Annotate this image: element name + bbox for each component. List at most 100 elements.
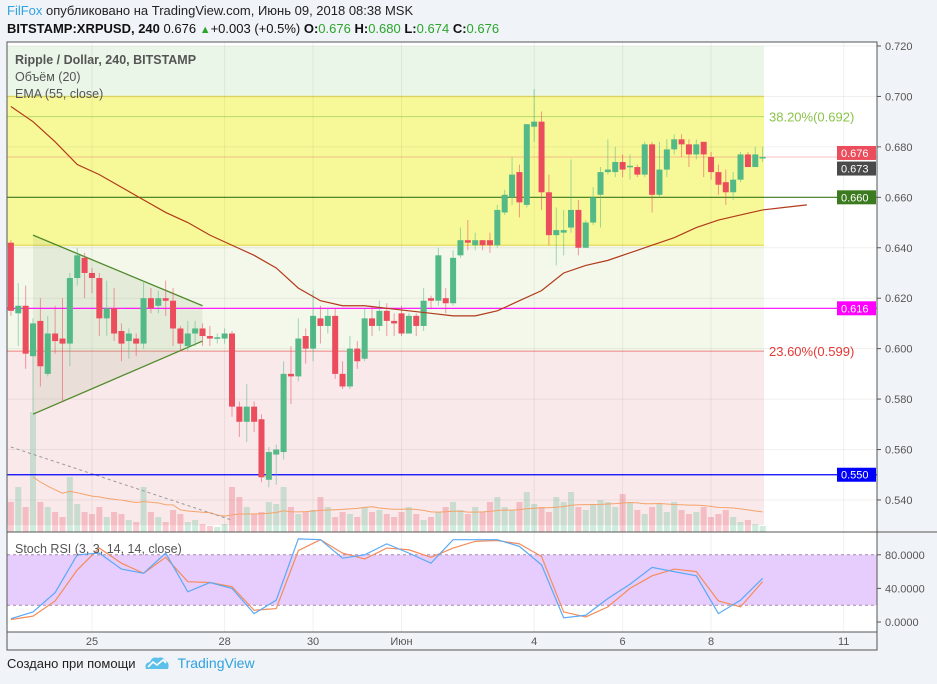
volume-bar	[339, 512, 346, 532]
candle-body	[280, 373, 287, 453]
candle-body	[391, 320, 398, 324]
fib-zone	[7, 46, 764, 97]
up-arrow-icon: ▲	[199, 24, 211, 36]
fib-zone	[7, 245, 764, 352]
low-value: 0.674	[416, 21, 450, 36]
triangle-line	[32, 340, 203, 415]
volume-bar	[671, 502, 678, 532]
volume-bar	[133, 522, 140, 532]
high-value: 0.680	[368, 21, 401, 36]
candle-body	[509, 174, 516, 198]
candle-body	[708, 156, 715, 173]
candle-body	[258, 419, 265, 478]
candle-body	[730, 179, 737, 193]
volume-bar	[369, 512, 376, 532]
volume-bar	[516, 502, 523, 532]
candle-body	[354, 348, 361, 362]
price-change: +0.003 (+0.5%)	[210, 21, 301, 36]
volume-bar	[332, 517, 339, 532]
candle-body	[251, 406, 258, 422]
candle-body	[450, 257, 457, 304]
y-tick-label: 0.720	[885, 41, 913, 53]
last-price: 0.676	[163, 21, 197, 36]
volume-bar	[641, 514, 648, 532]
candle-body	[88, 272, 95, 279]
symbol-info: BITSTAMP:XRPUSD, 240 0.676 ▲+0.003 (+0.5…	[7, 21, 499, 36]
y-tick-label: 0.680	[885, 142, 913, 154]
candle-body	[192, 328, 199, 334]
volume-bar	[88, 514, 95, 532]
tradingview-logo-icon	[145, 657, 169, 669]
candle-body	[722, 182, 729, 193]
volume-bar	[155, 517, 162, 532]
volume-bar	[324, 507, 331, 532]
price-axis-label: 0.676	[841, 148, 869, 160]
candle-body	[52, 333, 59, 342]
volume-bar	[310, 510, 317, 532]
high-label: H:	[354, 21, 369, 36]
candle-body	[398, 313, 405, 334]
volume-bar	[560, 502, 567, 532]
candle-body	[678, 139, 685, 145]
candle-body	[332, 315, 339, 374]
author-link[interactable]: FilFox	[7, 3, 43, 18]
candle-body	[162, 298, 169, 301]
candle-body	[236, 406, 243, 422]
volume-bar	[376, 510, 383, 532]
candle-body	[479, 240, 486, 246]
publish-info: FilFox опубликовано на TradingView.com, …	[7, 3, 413, 18]
volume-bar	[59, 517, 66, 532]
tradingview-link[interactable]: TradingView	[177, 655, 255, 671]
x-tick-label: 25	[86, 636, 98, 648]
candle-body	[523, 124, 530, 205]
candle-body	[486, 240, 493, 246]
volume-bar	[111, 512, 118, 532]
volume-bar	[568, 492, 575, 532]
candle-body	[177, 328, 184, 344]
candle-body	[626, 165, 633, 168]
y-tick-label: 0.540	[885, 495, 913, 507]
volume-ma-line	[32, 476, 763, 517]
volume-bar	[81, 512, 88, 532]
volume-bar	[604, 502, 611, 532]
stoch-band	[7, 554, 877, 606]
y-tick-label: 0.660	[885, 192, 913, 204]
y-tick-label: 0.560	[885, 445, 913, 457]
ema-line	[10, 106, 807, 317]
triangle-line	[32, 234, 203, 307]
candle-body	[671, 139, 678, 150]
candle-body	[265, 452, 272, 480]
candle-body	[221, 333, 228, 339]
candle-body	[199, 328, 206, 337]
volume-bar	[700, 507, 707, 532]
candle-body	[273, 449, 280, 455]
candle-body	[81, 257, 88, 273]
volume-bar	[715, 514, 722, 532]
candle-body	[317, 318, 324, 326]
volume-bar	[229, 487, 235, 532]
volume-bar	[413, 514, 420, 532]
candle-body	[66, 278, 73, 344]
volume-bar	[722, 510, 729, 532]
legend-ema: EMA (55, close)	[15, 87, 104, 101]
volume-bar	[678, 510, 685, 532]
volume-bar	[545, 512, 552, 532]
price-axis-label-bg	[837, 190, 876, 205]
volume-bar	[346, 514, 353, 532]
candle-body	[531, 121, 538, 127]
candle-body	[295, 338, 302, 377]
candle-body	[405, 315, 412, 334]
volume-bar	[553, 497, 560, 532]
legend-stoch-rsi: Stoch RSI (3, 3, 14, 14, close)	[15, 542, 182, 556]
price-axis-label-bg	[837, 145, 876, 160]
candle-body	[383, 310, 390, 321]
candle-body	[641, 144, 648, 175]
candle-body	[501, 194, 508, 213]
dashed-trendline	[10, 446, 233, 521]
volume-bar	[15, 487, 22, 532]
volume-bar	[162, 522, 169, 532]
candle-body	[170, 300, 177, 329]
candle-body	[759, 156, 766, 159]
volume-bar	[472, 507, 479, 532]
